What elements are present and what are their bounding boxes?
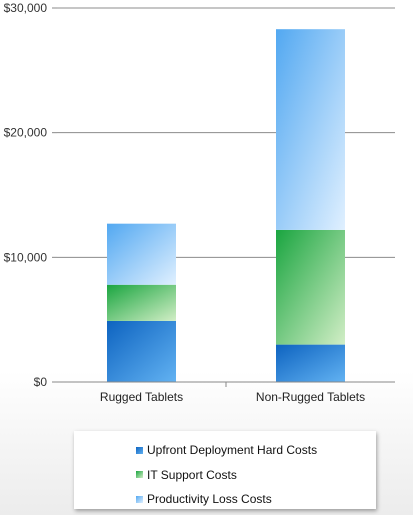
legend-label-upfront: Upfront Deployment Hard Costs bbox=[147, 443, 318, 458]
legend-item-upfront: Upfront Deployment Hard Costs bbox=[136, 438, 376, 463]
y-tick-label: $20,000 bbox=[4, 126, 48, 140]
bars bbox=[107, 29, 345, 382]
legend-swatch-upfront bbox=[136, 446, 143, 454]
bar-rugged-tablets-upfront-deployment-hard-costs bbox=[107, 320, 176, 382]
x-tick-label: Rugged Tablets bbox=[100, 390, 183, 404]
bar-rugged-tablets-it-support-costs bbox=[107, 284, 176, 321]
bar-non-rugged-tablets-upfront-deployment-hard-costs bbox=[276, 344, 345, 382]
y-axis: $0 $10,000 $20,000 $30,000 bbox=[4, 1, 57, 389]
legend-swatch-productivity bbox=[136, 495, 143, 503]
bar-non-rugged-tablets-productivity-loss-costs bbox=[276, 29, 345, 230]
legend-swatch-it-support bbox=[136, 471, 143, 479]
legend: Upfront Deployment Hard Costs IT Support… bbox=[74, 431, 376, 509]
x-tick-label: Non-Rugged Tablets bbox=[256, 390, 365, 404]
legend-item-it-support: IT Support Costs bbox=[136, 463, 376, 488]
x-axis: Rugged Tablets Non-Rugged Tablets bbox=[100, 382, 365, 404]
y-tick-label: $0 bbox=[34, 375, 48, 389]
bar-non-rugged-tablets-it-support-costs bbox=[276, 229, 345, 345]
legend-item-productivity: Productivity Loss Costs bbox=[136, 487, 376, 512]
stacked-bar-chart: $0 $10,000 $20,000 $30,000 Rugged Tablets No… bbox=[4, 1, 395, 404]
y-tick-label: $10,000 bbox=[4, 250, 48, 264]
legend-label-productivity: Productivity Loss Costs bbox=[147, 492, 272, 507]
bar-rugged-tablets-productivity-loss-costs bbox=[107, 223, 176, 285]
legend-label-it-support: IT Support Costs bbox=[147, 467, 237, 482]
y-tick-label: $30,000 bbox=[4, 1, 48, 15]
